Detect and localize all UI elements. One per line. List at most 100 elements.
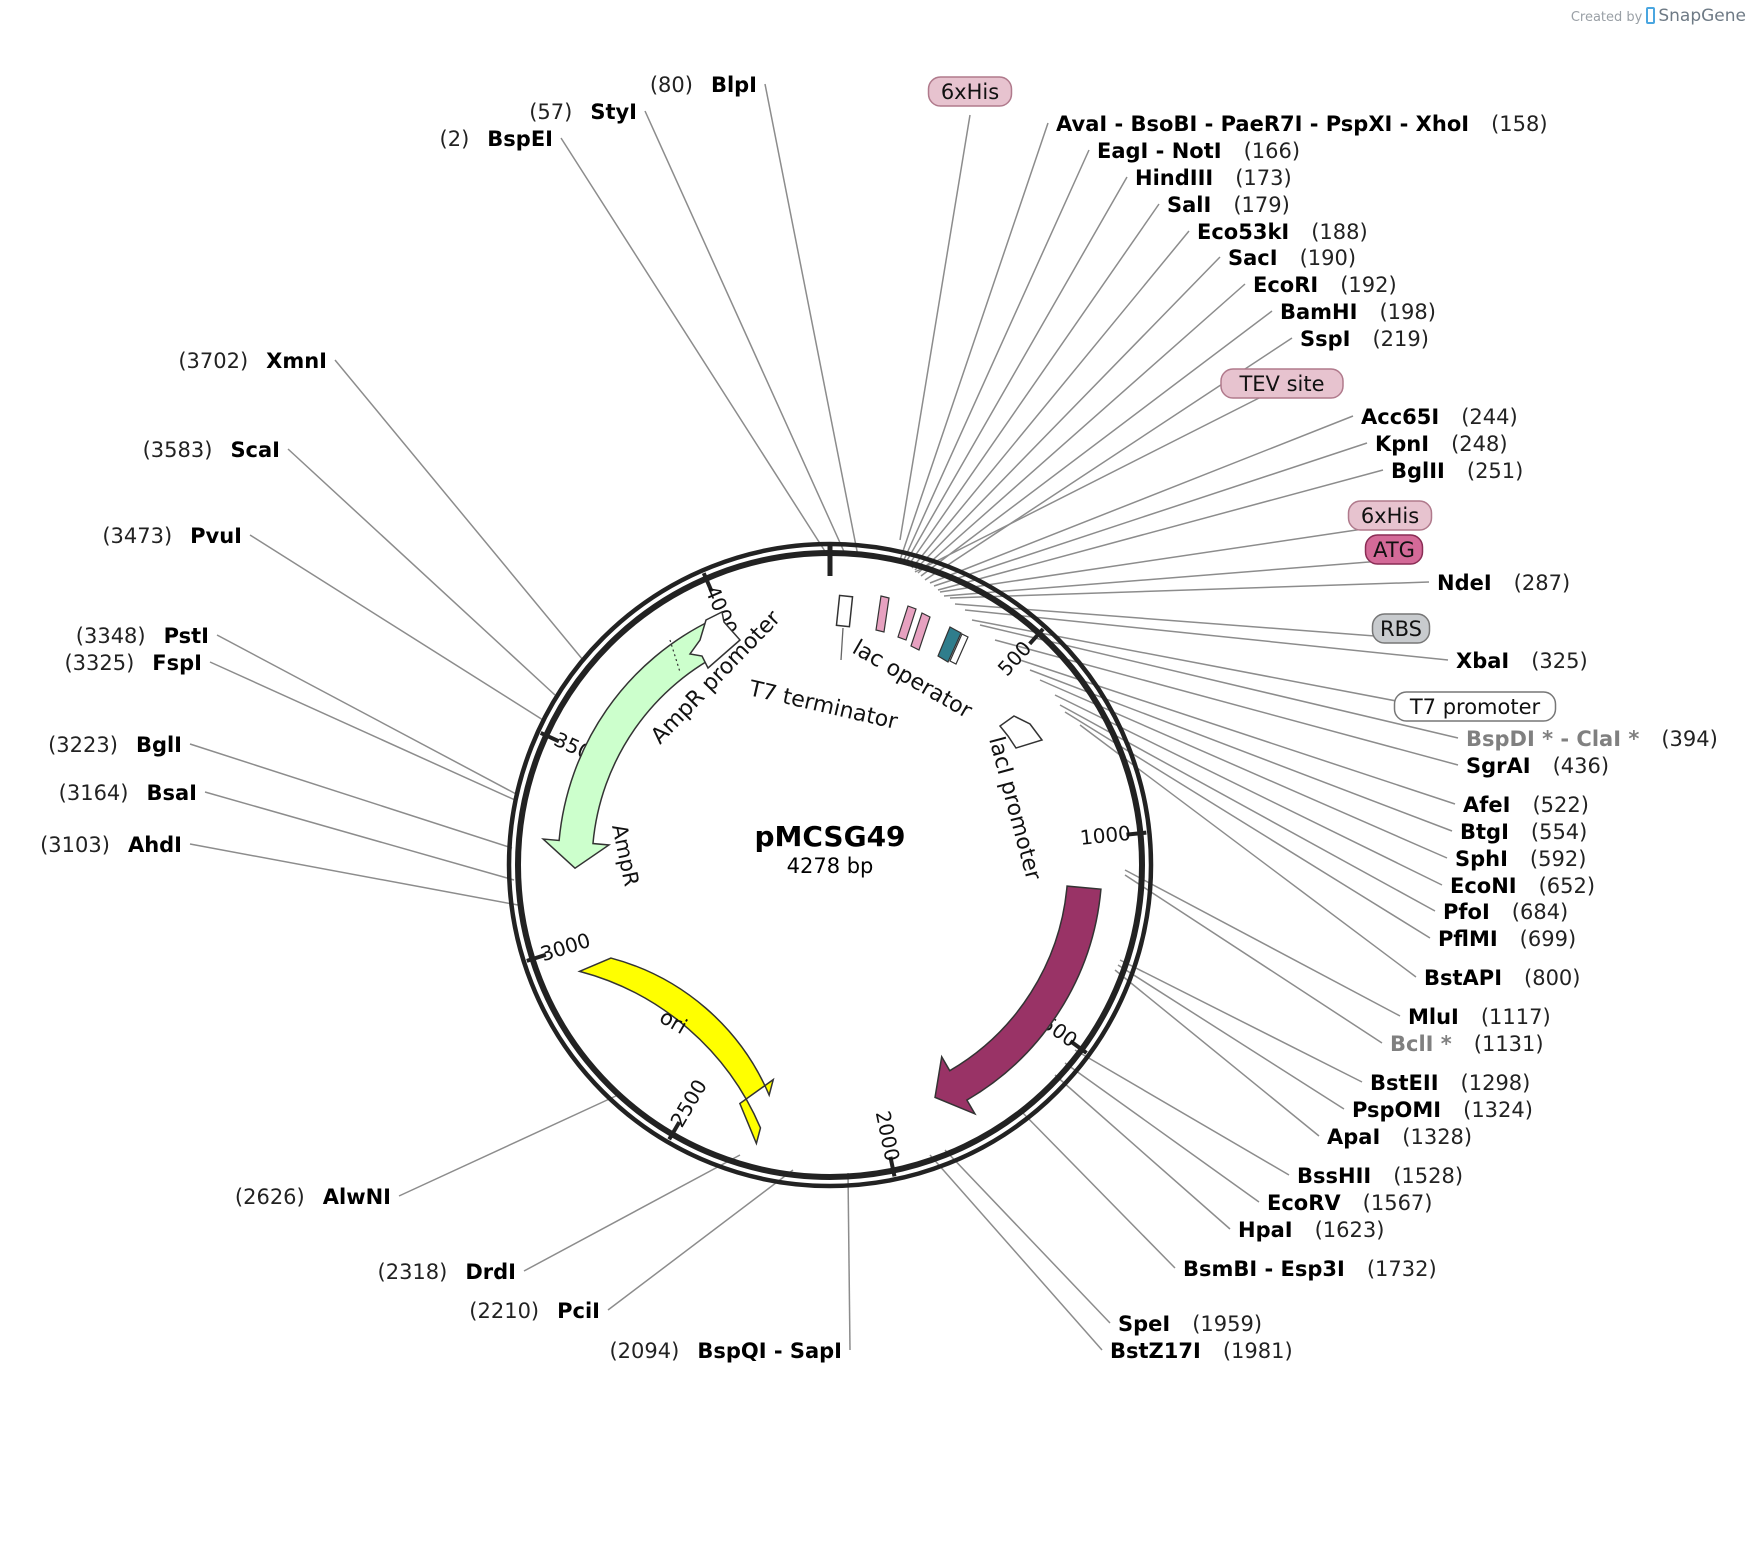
laci-promoter-label: lacI promoter (983, 734, 1046, 884)
tick-mark (701, 572, 714, 593)
site-leader-line (1054, 694, 1443, 886)
site-label: BsmBI - Esp3I (1732) (1183, 1257, 1437, 1281)
tick-mark (1028, 627, 1045, 646)
snapgene-name: SnapGene (1658, 6, 1746, 26)
site-leader-line (1054, 1074, 1231, 1230)
site-leader-line (287, 448, 556, 696)
site-leader-line (929, 1154, 1103, 1351)
feature-tags: 6xHis TEV site 6xHis ATG RBS T7 promoter (927, 76, 1557, 722)
site-leader-line (644, 110, 847, 557)
site-label: BtgI (554) (1460, 820, 1587, 844)
created-by-text: Created by (1570, 10, 1643, 25)
site-label: SspI (219) (1300, 327, 1429, 351)
site-leader-line (937, 469, 1384, 591)
site-leader-line (902, 149, 1090, 563)
site-leader-line (1019, 1109, 1176, 1269)
site-leader-line (1064, 1062, 1260, 1203)
tick-mark (1126, 830, 1147, 837)
site-label: SphI (592) (1455, 847, 1586, 871)
feature-tag-label: 6xHis (941, 80, 999, 104)
site-leader-line (216, 634, 519, 796)
site-leader-line (964, 609, 1449, 661)
site-label: (3223) BglI (48, 733, 182, 757)
feature-tag-pill (1220, 368, 1344, 399)
site-label: EcoNI (652) (1450, 874, 1595, 898)
tick-mark (526, 952, 547, 963)
site-label: (3103) AhdI (40, 833, 182, 857)
tag-leader-line (899, 114, 971, 541)
site-leader-line (899, 122, 1049, 561)
feature-tag-label: ATG (1373, 538, 1415, 562)
ori-arrow (577, 957, 775, 1146)
site-label: SgrAI (436) (1466, 754, 1609, 778)
site-label: (80) BlpI (650, 73, 757, 97)
tick-mark (539, 731, 560, 744)
site-leader-line (1119, 959, 1363, 1083)
tag-leader-line (954, 603, 1402, 639)
site-leader-line (249, 534, 544, 721)
site-label: PfoI (684) (1443, 900, 1568, 924)
site-label: XbaI (325) (1456, 649, 1588, 673)
tag-leader-line (943, 559, 1395, 597)
t7-terminator-pointer (840, 627, 844, 661)
tick-label: 2500 (665, 1075, 711, 1131)
ampr-arrow (541, 618, 729, 870)
small-features (669, 594, 1044, 749)
site-label: NdeI (287) (1437, 571, 1570, 595)
laci-arc-label: lacI (1022, 896, 1056, 938)
site-label: BstEII (1298) (1370, 1071, 1530, 1095)
snapgene-logo-icon (1646, 7, 1656, 24)
site-leader-line (847, 1172, 851, 1351)
site-label: (3473) PvuI (102, 524, 242, 548)
feature-tag-pill (1393, 691, 1557, 722)
site-label: EcoRI (192) (1253, 273, 1397, 297)
site-label: EcoRV (1567) (1267, 1191, 1433, 1215)
tick-mark (888, 1156, 897, 1177)
site-leader-line (949, 581, 1430, 599)
tick-label: 2000 (871, 1109, 905, 1164)
feature-tag-label: 6xHis (1361, 504, 1419, 528)
site-label: BamHI (198) (1280, 300, 1436, 324)
tick-mark (667, 1121, 682, 1141)
site-leader-line (1124, 869, 1401, 1017)
site-label: AvaI - BsoBI - PaeR7I - PspXI - XhoI (158… (1056, 112, 1548, 136)
ampr-split-marker (669, 639, 681, 673)
site-label: SalI (179) (1167, 193, 1290, 217)
site-leader-line (911, 230, 1190, 569)
site-leader-line (209, 661, 516, 801)
site-label: (3702) XmnI (178, 349, 327, 373)
site-leader-line (398, 1094, 619, 1197)
site-label: SacI (190) (1228, 246, 1356, 270)
site-leader-line (907, 203, 1160, 567)
tev-site-feature (897, 605, 917, 641)
site-leader-line (920, 310, 1273, 577)
site-leader-line (189, 743, 513, 849)
site-leader-line (929, 415, 1354, 584)
site-leader-line (1117, 964, 1345, 1110)
site-label: Acc65I (244) (1361, 405, 1518, 429)
feature-tag-label: RBS (1380, 617, 1422, 641)
site-label: HpaI (1623) (1238, 1218, 1384, 1242)
site-label: (2210) PciI (469, 1299, 600, 1323)
site-label: (2094) BspQI - SapI (609, 1339, 842, 1363)
tag-leader-line (914, 394, 1266, 573)
site-label: KpnI (248) (1375, 432, 1508, 456)
feature-tag-pill (1371, 613, 1431, 644)
site-label: BstZ17I (1981) (1110, 1339, 1293, 1363)
site-leader-line (904, 176, 1128, 565)
site-leader-line (914, 256, 1221, 571)
site-leader-line (560, 137, 829, 557)
site-leader-line (204, 791, 515, 881)
site-label: PspOMI (1324) (1352, 1098, 1533, 1122)
site-leader-line (1124, 874, 1383, 1044)
site-label: (3325) FspI (64, 651, 202, 675)
feature-arrows (541, 618, 1102, 1146)
site-leader-line (994, 639, 1459, 766)
site-label: (3348) PstI (76, 624, 209, 648)
site-label: (57) StyI (529, 100, 637, 124)
rbs-feature (937, 626, 962, 663)
his-tag-feature-2 (910, 612, 931, 651)
site-label: (3583) ScaI (143, 438, 280, 462)
site-label: BglII (251) (1391, 459, 1523, 483)
